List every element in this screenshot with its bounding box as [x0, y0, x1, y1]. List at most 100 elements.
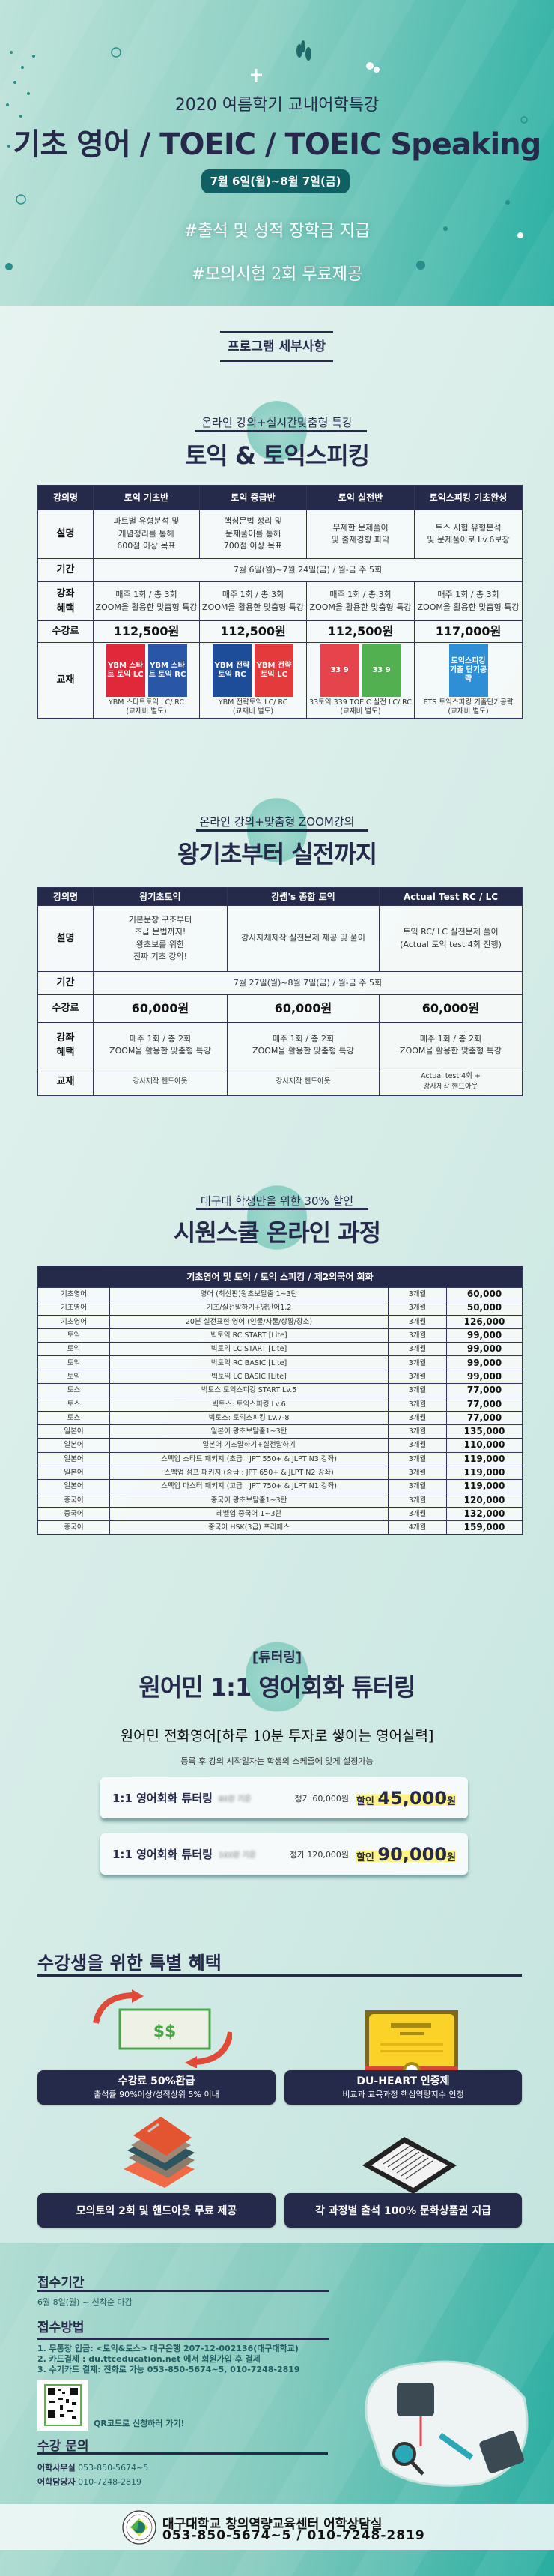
- row-label: 교재: [37, 642, 94, 719]
- course-row: 일본어 일본어 기초말하기+실전말하기 3개월 110,000: [37, 1438, 523, 1453]
- duration-cell: 3개월: [388, 1397, 447, 1412]
- hashtag-mock-test: #모의시험 2회 무료제공: [191, 265, 363, 284]
- row-label: 교재: [37, 1068, 94, 1096]
- book-cover: YBM 전략토익 RC: [213, 644, 252, 697]
- course-cell: 빅토익 LC BASIC [Lite]: [109, 1369, 389, 1385]
- course-cell: 일본어 왕초보탈출1~3탄: [109, 1424, 389, 1439]
- course-cell: 레벨업 중국어 1~3탄: [109, 1506, 389, 1522]
- column-header: 왕기초토익: [93, 887, 228, 906]
- price-cell: 120,000: [445, 1493, 523, 1508]
- divider: [37, 2452, 328, 2455]
- method-card: 2. 카드결제 : du.ttceducation.net 에서 회원가입 후 …: [37, 2354, 261, 2364]
- header-row: 강의명 토익 기초반 토익 중급반 토익 실전반 토익스피킹 기초완성: [37, 485, 523, 510]
- date-badge: 7월 6일(월)~8월 7일(금): [201, 169, 350, 193]
- plan-name: 1:1 영어회화 튜터링: [112, 1848, 213, 1861]
- section3-subtitle: 대구대 학생만을 위한 30% 할인: [200, 1194, 354, 1208]
- benefit-cell: 매주 1회 / 총 3회 ZOOM을 활용한 맞춤형 특강: [93, 581, 200, 621]
- price-cell: 99,000: [445, 1342, 523, 1357]
- benefit-row: 강좌 혜택 매주 1회 / 총 2회 ZOOM을 활용한 맞춤형 특강 매주 1회 …: [37, 1022, 523, 1068]
- duration-cell: 3개월: [388, 1410, 447, 1425]
- course-row: 토스 빅토스: 토익스피킹 Lv.7-8 3개월 77,000: [37, 1410, 523, 1425]
- benefit-cell: 매주 1회 / 총 2회 ZOOM을 활용한 맞춤형 특강: [379, 1022, 523, 1068]
- category-cell: 일본어: [37, 1424, 110, 1439]
- tutoring-slogan: 원어민 전화영어[하루 10분 투자로 쌓이는 영어실력]: [120, 1728, 434, 1744]
- row-label: 수강료: [37, 994, 94, 1023]
- center-name: 대구대학교 창의역량교육센터 어학상담실: [162, 2517, 383, 2532]
- period-cell: 7월 6일(월)~7월 24일(금) / 월-금 주 5회: [93, 558, 523, 582]
- study-supplies-illustration-icon: [365, 2360, 529, 2487]
- contact-band: [0, 2504, 554, 2550]
- section1-title: 토익 & 토익스피킹: [184, 441, 370, 470]
- duration-cell: 3개월: [388, 1369, 447, 1385]
- application-method-title: 접수방법: [37, 2320, 85, 2335]
- section1-subtitle: 온라인 강의+실시간맞춤형 특강: [201, 416, 353, 429]
- benefit-cell: 매주 1회 / 총 2회 ZOOM을 활용한 맞춤형 특강: [227, 1022, 380, 1068]
- plan-name: 1:1 영어회화 튜터링: [112, 1792, 213, 1805]
- qr-code-icon[interactable]: [37, 2380, 88, 2431]
- tutoring-plan-80[interactable]: 1:1 영어회화 튜터링 80분 기준 정가 60,000원 할인 45,000…: [100, 1777, 468, 1818]
- benefit-cell: 매주 1회 / 총 2회 ZOOM을 활용한 맞춤형 특강: [93, 1022, 228, 1068]
- benefit-cell: 매주 1회 / 총 3회 ZOOM을 활용한 맞춤형 특강: [199, 581, 307, 621]
- category-cell: 일본어: [37, 1451, 110, 1466]
- course-cell: 일본어 기초말하기+실전말하기: [109, 1438, 389, 1453]
- money-refund-icon: $$: [93, 1989, 232, 2068]
- textbook-caption: ETS 토익스피킹 기출단기공략 (교재비 별도): [423, 698, 514, 716]
- book-covers: 33 9 33 9: [307, 644, 414, 697]
- hero-subtitle: 2020 여름학기 교내어학특강: [174, 96, 380, 115]
- tutoring-plan-160[interactable]: 1:1 영어회화 튜터링 160분 기준 정가 120,000원 할인 90,0…: [100, 1833, 468, 1875]
- description-cell: 핵심문법 정리 및 문제풀이를 통해 700점 이상 목표: [199, 510, 307, 559]
- qr-link-text[interactable]: QR코드로 신청하러 가기!: [94, 2419, 185, 2428]
- duration-cell: 3개월: [388, 1465, 447, 1481]
- course-row: 토익 빅토익 RC BASIC [Lite] 3개월 99,000: [37, 1355, 523, 1370]
- duration-cell: 3개월: [388, 1383, 447, 1398]
- benefits-underline: [37, 1974, 522, 1977]
- description-cell: 파트별 유형분석 및 개념정리를 통해 600점 이상 목표: [93, 510, 200, 559]
- section3-title: 시원스쿨 온라인 과정: [173, 1218, 381, 1247]
- book-cover: YBM 전략토익 LC: [255, 644, 293, 697]
- duration-cell: 3개월: [388, 1342, 447, 1357]
- benefit-mock-test: 모의토익 2회 및 핸드아웃 무료 제공: [37, 2193, 276, 2228]
- duration-cell: 3개월: [388, 1438, 447, 1453]
- duration-cell: 3개월: [388, 1355, 447, 1370]
- textbook-row: 교재 강사제작 핸드아웃 강사제작 핸드아웃 Actual test 4회 + 강사제…: [37, 1068, 523, 1096]
- textbook-cell: 강사제작 핸드아웃: [93, 1068, 228, 1096]
- hashtag-scholarship: #출석 및 성적 장학금 지급: [183, 222, 371, 241]
- price-cell: 77,000: [445, 1383, 523, 1398]
- price-cell: 132,000: [445, 1506, 523, 1522]
- book-covers: 토익스피킹 기출 단기공략: [415, 644, 522, 697]
- course-row: 일본어 스펙업 점프 패키지 (중급 : JPT 650+ & JLPT N2 강…: [37, 1465, 523, 1481]
- course-row: 기초영어 영어 (최신판)왕초보탈출 1~3탄 3개월 60,000: [37, 1287, 523, 1302]
- fee-cell: 60,000원: [379, 994, 523, 1023]
- course-cell: 중국어 왕초보탈출1~3탄: [109, 1493, 389, 1508]
- course-row: 중국어 중국어 HSK(3급) 프리패스 4개월 159,000: [37, 1520, 523, 1535]
- textbook-cell: YBM 스타트 토익 LC YBM 스타트 토익 RC YBM 스타트토익 LC/ …: [93, 642, 200, 719]
- fee-cell: 112,500원: [93, 620, 200, 643]
- category-cell: 기초영어: [37, 1314, 110, 1329]
- description-cell: 무제한 문제풀이 및 출제경향 파악: [306, 510, 415, 559]
- contact-value: 010-7248-2819: [78, 2477, 142, 2487]
- section3-underline: [196, 1208, 368, 1210]
- course-cell: 빅토스: 토익스피킹 Lv.6: [109, 1397, 389, 1412]
- course-cell: 빅토익 RC BASIC [Lite]: [109, 1355, 389, 1370]
- column-header: Actual Test RC / LC: [379, 887, 523, 906]
- column-header: 토익 기초반: [93, 485, 200, 510]
- plan-basis: 80분 기준: [218, 1795, 252, 1803]
- course-cell: 빅토스: 토익스피킹 Lv.7-8: [109, 1410, 389, 1425]
- discount-label: 할인: [356, 1851, 374, 1863]
- benefits-title: 수강생을 위한 특별 혜택: [37, 1953, 222, 1974]
- toeic-course-table: 강의명 토익 기초반 토익 중급반 토익 실전반 토익스피킹 기초완성 설명 파트별 유형분…: [37, 485, 523, 719]
- duration-cell: 3개월: [388, 1451, 447, 1466]
- decorative-circle: [247, 1184, 307, 1251]
- row-label: 수강료: [37, 620, 94, 643]
- price-cell: 119,000: [445, 1451, 523, 1466]
- tutoring-title: 원어민 1:1 영어회화 튜터링: [138, 1673, 416, 1702]
- course-cell: 영어 (최신판)왕초보탈출 1~3탄: [109, 1287, 389, 1302]
- price-cell: 135,000: [445, 1424, 523, 1439]
- tutoring-tag: [튜터링]: [252, 1650, 302, 1666]
- price-cell: 110,000: [445, 1438, 523, 1453]
- plan-discount-price: 할인 90,000원: [356, 1843, 456, 1865]
- textbook-cell: 33 9 33 9 33토익 339 TOEIC 실전 LC/ RC (교재비 별도…: [306, 642, 415, 719]
- description-row: 설명 파트별 유형분석 및 개념정리를 통해 600점 이상 목표 핵심문법 정리 …: [37, 510, 523, 559]
- table-header: 기초영어 및 토익 / 토익 스피킹 / 제2외국어 회화: [37, 1266, 523, 1288]
